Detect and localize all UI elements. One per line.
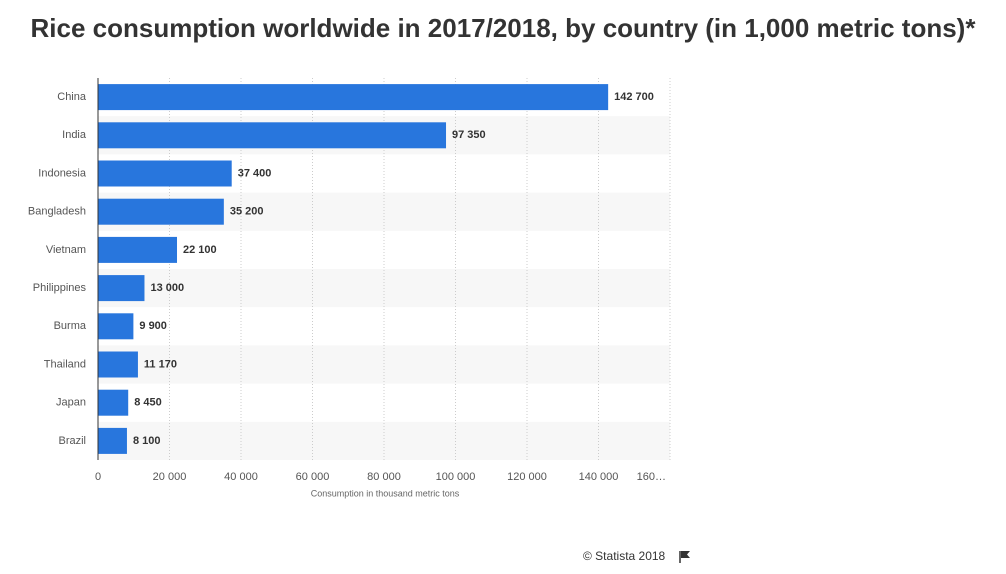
bar: [98, 122, 447, 149]
data-label: 142 700: [614, 91, 654, 103]
y-tick-label: Bangladesh: [28, 206, 86, 218]
y-tick-label: Brazil: [58, 435, 86, 447]
data-label: 35 200: [230, 206, 264, 218]
bar: [98, 84, 609, 111]
y-tick-label: China: [57, 91, 87, 103]
x-tick-label: 80 000: [367, 471, 401, 483]
row-band: [98, 421, 670, 460]
y-tick-label: Burma: [54, 320, 87, 332]
data-label: 97 350: [452, 129, 486, 141]
bar: [98, 236, 178, 263]
y-tick-label: Japan: [56, 397, 86, 409]
chart-title: Rice consumption worldwide in 2017/2018,…: [31, 13, 977, 43]
credit: © Statista 2018: [583, 549, 666, 563]
x-tick-label: 60 000: [296, 471, 330, 483]
x-tick-label: 120 000: [507, 471, 547, 483]
x-tick-label: 100 000: [436, 471, 476, 483]
bar: [98, 427, 127, 454]
y-tick-label: India: [62, 129, 87, 141]
bar: [98, 389, 129, 416]
data-label: 9 900: [139, 320, 167, 332]
data-label: 8 450: [134, 397, 162, 409]
x-axis-title: Consumption in thousand metric tons: [311, 488, 460, 498]
x-tick-label: 20 000: [153, 471, 187, 483]
bar: [98, 275, 145, 302]
data-label: 37 400: [238, 167, 272, 179]
x-tick-label: 0: [95, 471, 101, 483]
y-tick-label: Thailand: [44, 358, 86, 370]
flag-icon: [679, 551, 690, 563]
x-tick-label: 140 000: [579, 471, 619, 483]
bar: [98, 198, 224, 225]
data-label: 11 170: [144, 358, 177, 370]
data-label: 22 100: [183, 244, 217, 256]
y-tick-label: Indonesia: [38, 167, 87, 179]
data-label: 13 000: [150, 282, 184, 294]
x-tick-label: 160…: [637, 471, 666, 483]
data-label: 8 100: [133, 435, 161, 447]
x-tick-label: 40 000: [224, 471, 258, 483]
y-tick-label: Vietnam: [46, 244, 86, 256]
bar: [98, 351, 138, 378]
bar: [98, 313, 134, 340]
bar: [98, 160, 232, 187]
y-tick-label: Philippines: [33, 282, 87, 294]
